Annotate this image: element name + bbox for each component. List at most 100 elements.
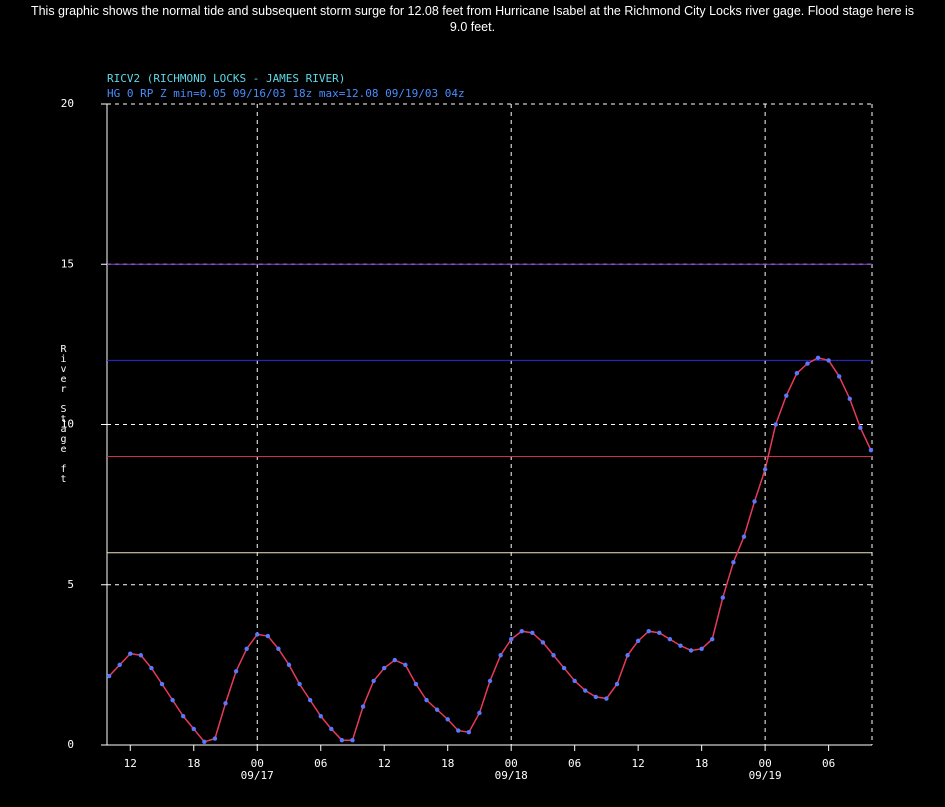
data-point bbox=[794, 371, 800, 376]
data-point bbox=[551, 653, 556, 658]
data-point bbox=[773, 422, 778, 427]
data-point bbox=[255, 632, 260, 637]
data-point bbox=[561, 665, 567, 671]
data-point bbox=[339, 737, 345, 743]
x-date-label: 09/19 bbox=[749, 769, 782, 782]
x-tick-label: 06 bbox=[314, 757, 327, 770]
data-point bbox=[318, 713, 323, 719]
x-date-label: 09/18 bbox=[495, 769, 528, 782]
data-point bbox=[688, 648, 694, 653]
y-tick-label: 20 bbox=[61, 97, 74, 110]
data-point bbox=[540, 640, 546, 645]
x-tick-label: 18 bbox=[441, 757, 454, 770]
caption: This graphic shows the normal tide and s… bbox=[30, 4, 915, 34]
data-point bbox=[382, 665, 387, 671]
y-tick-label: 0 bbox=[67, 738, 74, 751]
data-point bbox=[667, 637, 673, 642]
y-tick-label: 10 bbox=[61, 418, 74, 431]
data-point bbox=[593, 694, 599, 700]
data-point bbox=[614, 681, 620, 687]
data-point bbox=[180, 713, 186, 719]
data-point bbox=[286, 662, 292, 668]
data-point bbox=[244, 646, 249, 652]
data-point bbox=[635, 638, 641, 644]
data-point bbox=[625, 653, 630, 658]
data-point bbox=[604, 696, 609, 701]
data-point bbox=[350, 737, 355, 743]
data-point bbox=[710, 637, 715, 642]
x-tick-label: 12 bbox=[124, 757, 137, 770]
data-point bbox=[223, 701, 228, 706]
data-point bbox=[678, 643, 683, 648]
data-point bbox=[847, 396, 852, 402]
data-point bbox=[784, 393, 789, 398]
data-point bbox=[265, 633, 271, 639]
data-point bbox=[307, 697, 313, 703]
data-point bbox=[731, 560, 736, 565]
data-point bbox=[128, 651, 133, 656]
data-point bbox=[752, 499, 757, 504]
y-axis-label: River Stage ft bbox=[58, 344, 69, 484]
data-point bbox=[508, 637, 514, 642]
x-date-label: 09/17 bbox=[241, 769, 274, 782]
data-point bbox=[815, 355, 821, 361]
data-point bbox=[202, 739, 207, 744]
data-point bbox=[424, 697, 429, 703]
x-tick-label: 18 bbox=[187, 757, 200, 770]
data-point bbox=[583, 688, 588, 693]
x-tick-label: 12 bbox=[632, 757, 645, 770]
y-tick-label: 15 bbox=[61, 257, 74, 270]
data-point bbox=[466, 729, 472, 735]
data-point bbox=[498, 653, 503, 658]
data-point bbox=[720, 595, 726, 600]
x-tick-label: 18 bbox=[695, 757, 708, 770]
data-point bbox=[741, 534, 747, 539]
data-point bbox=[762, 467, 768, 472]
y-tick-label: 5 bbox=[67, 578, 74, 591]
data-point bbox=[572, 678, 577, 684]
data-point bbox=[149, 665, 154, 671]
data-point bbox=[477, 710, 482, 716]
data-point bbox=[519, 629, 524, 634]
chart-subtitle: HG 0 RP Z min=0.05 09/16/03 18z max=12.0… bbox=[107, 87, 465, 100]
data-point bbox=[392, 657, 398, 663]
data-point bbox=[106, 673, 112, 679]
data-point bbox=[868, 447, 874, 453]
x-tick-label: 06 bbox=[822, 757, 835, 770]
data-point bbox=[117, 662, 122, 668]
data-point bbox=[191, 726, 196, 732]
data-point bbox=[805, 361, 810, 366]
data-point bbox=[413, 681, 419, 687]
x-tick-label: 06 bbox=[568, 757, 581, 770]
data-point bbox=[826, 358, 831, 363]
chart-title: RICV2 (RICHMOND LOCKS - JAMES RIVER) bbox=[107, 72, 345, 85]
x-tick-label: 00 bbox=[505, 757, 518, 770]
data-point bbox=[276, 646, 281, 652]
data-point bbox=[836, 374, 842, 379]
x-tick-label: 00 bbox=[251, 757, 264, 770]
data-point bbox=[159, 681, 165, 687]
data-point bbox=[657, 630, 662, 636]
data-point bbox=[530, 630, 535, 636]
data-point bbox=[699, 646, 704, 652]
data-point bbox=[487, 678, 493, 684]
data-point bbox=[371, 678, 376, 684]
data-point bbox=[858, 425, 863, 430]
data-point bbox=[434, 707, 440, 712]
data-point bbox=[445, 717, 450, 722]
x-tick-label: 12 bbox=[378, 757, 391, 770]
data-point bbox=[403, 662, 408, 668]
series-line bbox=[108, 357, 872, 743]
data-point bbox=[646, 629, 651, 634]
data-point bbox=[170, 697, 175, 703]
data-point bbox=[138, 653, 144, 658]
data-point bbox=[297, 681, 302, 687]
data-point bbox=[233, 669, 239, 674]
data-point bbox=[212, 736, 218, 741]
data-point bbox=[360, 704, 366, 709]
data-point bbox=[329, 726, 334, 732]
x-tick-label: 00 bbox=[759, 757, 772, 770]
data-point bbox=[456, 728, 461, 733]
